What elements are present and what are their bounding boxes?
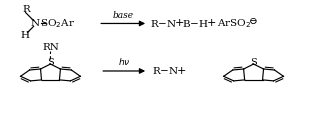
Text: SO$_2$Ar: SO$_2$Ar bbox=[40, 17, 75, 30]
Text: S: S bbox=[250, 58, 257, 67]
Text: RN: RN bbox=[42, 43, 59, 52]
Text: ⊖: ⊖ bbox=[249, 17, 258, 26]
Text: $h\nu$: $h\nu$ bbox=[118, 56, 130, 67]
Text: ArSO$_2$: ArSO$_2$ bbox=[217, 17, 251, 30]
Text: +: + bbox=[207, 18, 217, 28]
Text: +: + bbox=[175, 18, 184, 28]
Text: R: R bbox=[23, 5, 30, 14]
Text: R$-$N: R$-$N bbox=[150, 18, 177, 29]
Text: H: H bbox=[20, 31, 29, 40]
Text: R$-$N: R$-$N bbox=[152, 65, 180, 76]
Text: S: S bbox=[47, 58, 54, 67]
Text: base: base bbox=[113, 11, 134, 19]
Text: +: + bbox=[177, 66, 187, 76]
Text: N: N bbox=[31, 19, 40, 28]
Text: B$-$H: B$-$H bbox=[183, 18, 209, 29]
